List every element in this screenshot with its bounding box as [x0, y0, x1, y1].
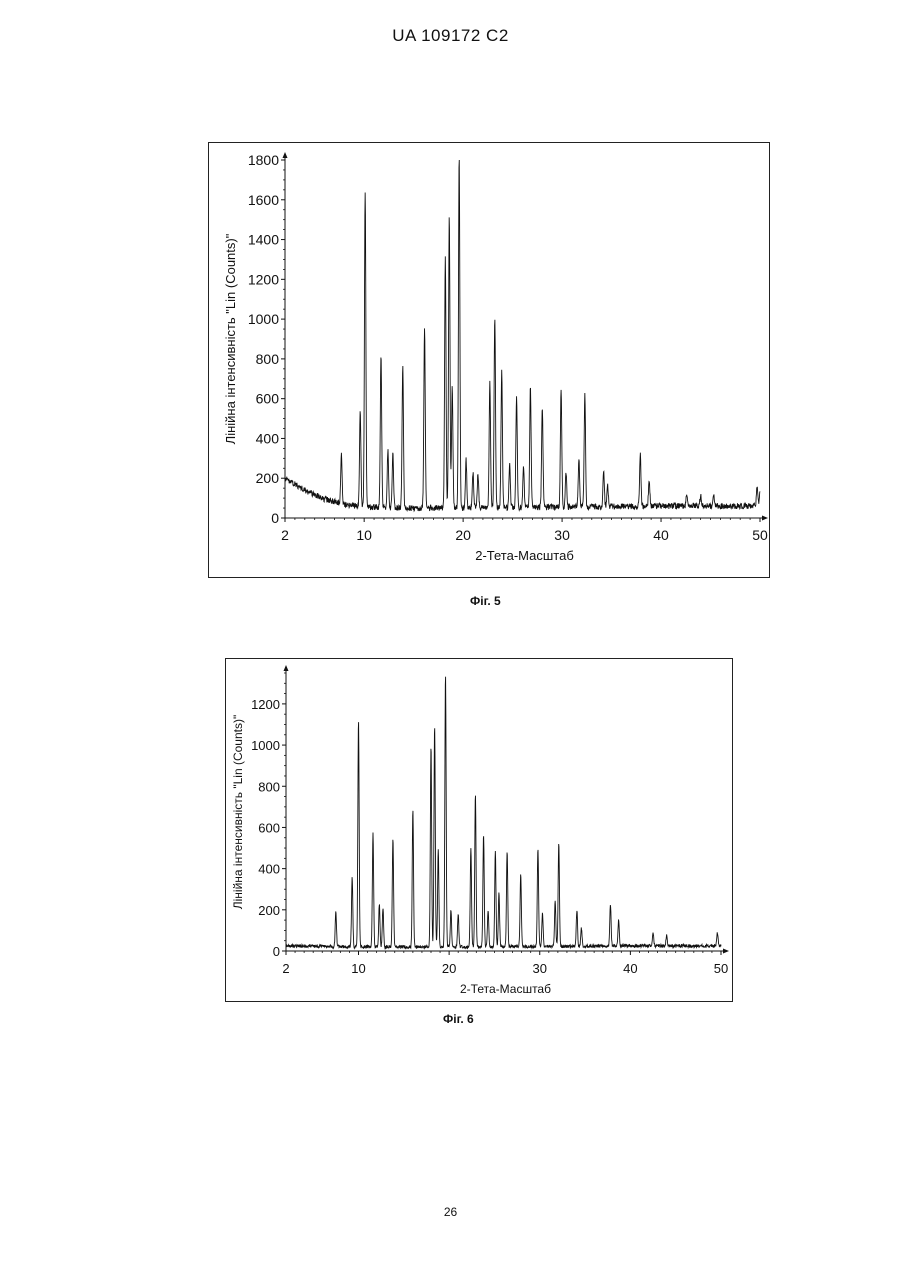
- y-tick-label: 200: [258, 903, 280, 918]
- y-tick-label: 0: [273, 944, 280, 959]
- x-axis-arrow: [762, 516, 768, 521]
- figure-5-caption: Фіг. 5: [470, 594, 501, 608]
- figure-5-svg: 0 200 400 600 800 1000 1200 1400 1600 1800 2 10 20 30…: [209, 143, 769, 577]
- y-axis-arrow: [283, 152, 288, 158]
- x-tick-label: 20: [442, 961, 456, 976]
- y-tick-label: 200: [256, 470, 280, 486]
- x-tick-label: 30: [554, 527, 570, 543]
- x-axis-arrow: [723, 949, 729, 954]
- x-tick-label: 50: [714, 961, 728, 976]
- y-tick-label: 1200: [248, 271, 279, 287]
- y-tick-label: 1200: [251, 697, 280, 712]
- x-tick-label: 30: [533, 961, 547, 976]
- x-tick-label: 40: [653, 527, 669, 543]
- x-axis-label: 2-Тета-Масштаб: [475, 548, 574, 563]
- x-tick-label: 2: [282, 961, 289, 976]
- y-tick-label: 400: [258, 862, 280, 877]
- y-tick-label: 600: [256, 391, 280, 407]
- y-tick-label: 1400: [248, 232, 279, 248]
- y-axis-arrow: [284, 665, 289, 671]
- x-tick-label: 50: [752, 527, 768, 543]
- y-axis-label: Лінійна інтенсивність "Lin (Counts)": [223, 233, 238, 444]
- x-tick-label: 10: [356, 527, 372, 543]
- x-tick-label: 10: [351, 961, 365, 976]
- x-tick-label: 20: [455, 527, 471, 543]
- diffraction-series-line: [285, 160, 760, 511]
- x-tick-label: 40: [623, 961, 637, 976]
- figure-6-chart: 0 200 400 600 800 1000 1200 2 10 20 30 40 50 2-Тета-М…: [225, 658, 733, 1002]
- page-number: 26: [0, 1205, 901, 1219]
- y-tick-label: 1000: [248, 311, 279, 327]
- diffraction-series-line: [286, 677, 721, 949]
- x-axis-label: 2-Тета-Масштаб: [460, 982, 551, 996]
- patent-header: UA 109172 C2: [0, 26, 901, 46]
- figure-6-caption: Фіг. 6: [443, 1012, 474, 1026]
- figure-5-chart: 0 200 400 600 800 1000 1200 1400 1600 1800 2 10 20 30…: [208, 142, 770, 578]
- y-tick-label: 600: [258, 820, 280, 835]
- figure-6-svg: 0 200 400 600 800 1000 1200 2 10 20 30 40 50 2-Тета-М…: [226, 659, 732, 1001]
- y-tick-label: 1800: [248, 152, 279, 168]
- y-tick-label: 0: [271, 510, 279, 526]
- y-tick-label: 400: [256, 430, 280, 446]
- y-axis-label: Лінійна інтенсивність "Lin (Counts)": [231, 715, 245, 909]
- x-tick-label: 2: [281, 527, 289, 543]
- y-tick-label: 800: [258, 779, 280, 794]
- y-tick-label: 1600: [248, 192, 279, 208]
- y-tick-label: 1000: [251, 738, 280, 753]
- y-tick-label: 800: [256, 351, 280, 367]
